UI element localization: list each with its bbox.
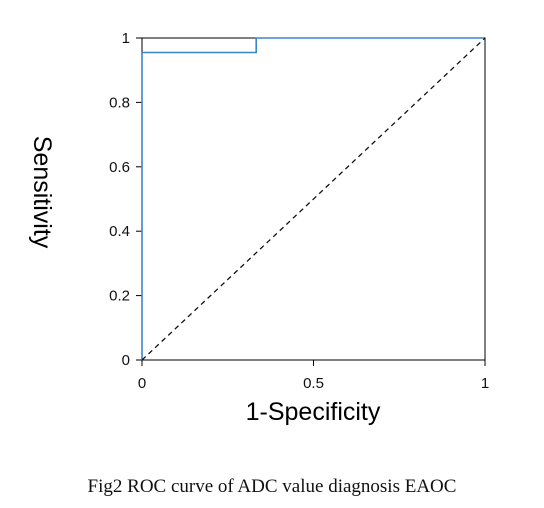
x-tick-label: 1 — [481, 375, 489, 392]
series-layer — [141, 37, 486, 361]
y-tick-label: 0 — [122, 352, 130, 369]
x-tick-label: 0.5 — [303, 375, 324, 392]
figure-caption: Fig2 ROC curve of ADC value diagnosis EA… — [87, 476, 457, 497]
roc-chart: 00.20.40.60.81 0 0.5 1 1-Specificity Sensi… — [28, 30, 489, 426]
y-tick-label: 0.2 — [109, 288, 130, 305]
y-tick-label: 0.8 — [109, 94, 130, 111]
roc-curve-line — [141, 37, 485, 360]
x-axis-title: 1-Specificity — [246, 398, 381, 426]
x-tick-label: 0 — [138, 375, 146, 392]
y-axis-title: Sensitivity — [28, 136, 56, 249]
y-tick-label: 0.4 — [109, 223, 130, 240]
y-axis-ticks: 0 0.2 0.4 0.6 0.8 1 — [109, 30, 142, 369]
y-tick-label: 0.6 — [109, 159, 130, 176]
x-axis-ticks: 0 0.5 1 — [138, 360, 489, 392]
y-tick-label: 1 — [122, 30, 130, 47]
reference-diagonal-line — [141, 37, 486, 361]
